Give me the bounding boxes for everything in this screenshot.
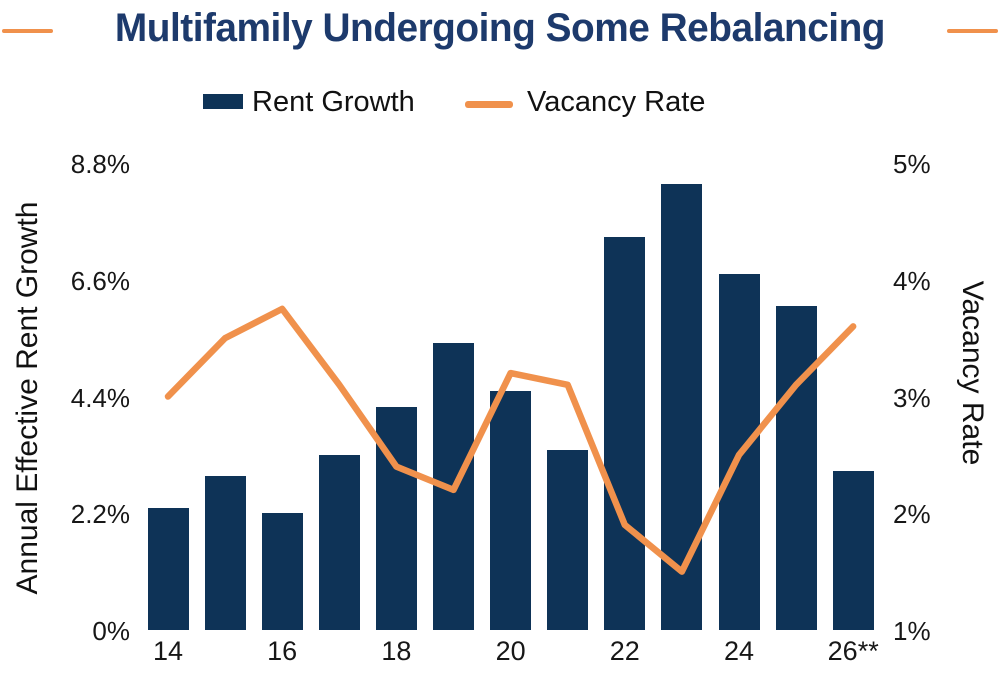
- rent-growth-bar-26**: [832, 470, 874, 630]
- rent-growth-bar-21: [547, 449, 589, 630]
- plot-area: [140, 163, 886, 630]
- x-axis-tick-20: 20: [495, 636, 526, 666]
- chart-title: Multifamily Undergoing Some Rebalancing: [114, 6, 886, 50]
- right-axis-tick-2pct: 2%: [893, 499, 931, 530]
- x-axis-tick-24: 24: [723, 636, 755, 666]
- right-axis-tick-3pct: 3%: [893, 382, 931, 413]
- right-axis-tick-5pct: 5%: [893, 149, 931, 179]
- left-axis-title: Annual Effective Rent Growth: [11, 201, 44, 595]
- rent-growth-bar-16: [261, 513, 303, 630]
- x-axis-tick-18: 18: [381, 636, 412, 666]
- x-axis-tick-26starstar: 26**: [827, 636, 879, 666]
- left-axis-tick-6.6pct: 6.6%: [70, 265, 130, 296]
- rent-growth-bar-22: [604, 237, 646, 630]
- left-axis-tick-4.4pct: 4.4%: [70, 382, 130, 413]
- x-axis-tick-16: 16: [267, 636, 298, 666]
- left-axis-tick-2.2pct: 2.2%: [70, 499, 130, 530]
- rent-growth-bar-15: [204, 476, 246, 630]
- rent-growth-swatch-icon: [203, 94, 243, 109]
- vacancy-rate-line: [164, 305, 857, 575]
- right-axis-tick-1pct: 1%: [893, 616, 931, 646]
- vacancy-rate-line-icon: [465, 101, 513, 108]
- x-axis-tick-22: 22: [609, 636, 640, 666]
- left-axis-tick-8.8pct: 8.8%: [70, 149, 130, 179]
- rent-growth-bar-14: [147, 507, 189, 630]
- right-axis-tick-4pct: 4%: [893, 265, 931, 296]
- title-accent-dash-left: [2, 29, 53, 33]
- x-axis-tick-14: 14: [152, 636, 184, 666]
- legend-rent-growth-label: Rent Growth: [252, 86, 415, 118]
- rent-growth-bar-17: [318, 454, 360, 630]
- title-accent-dash-right: [947, 29, 998, 33]
- rent-growth-bar-23: [661, 184, 703, 630]
- right-axis-title: Vacancy Rate: [956, 280, 989, 466]
- title-row: Multifamily Undergoing Some Rebalancing: [0, 6, 1000, 51]
- rent-growth-bar-20: [490, 391, 532, 630]
- legend-vacancy-rate-label: Vacancy Rate: [527, 86, 706, 118]
- left-axis-tick-0pct: 0%: [92, 616, 130, 646]
- vacancy-rate-polyline: [164, 305, 857, 575]
- rent-growth-bar-25: [775, 306, 817, 630]
